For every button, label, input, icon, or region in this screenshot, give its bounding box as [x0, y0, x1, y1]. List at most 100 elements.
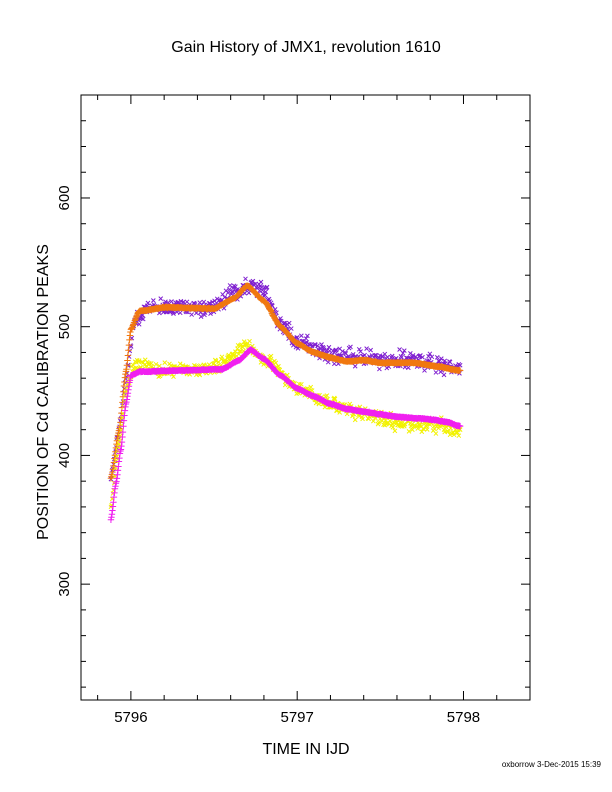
- tick-labels: 5796 5797 5798 300 400 500 600: [56, 185, 480, 726]
- data-point: [326, 344, 332, 350]
- x-tick-label: 5797: [280, 709, 313, 726]
- data-point: [390, 424, 396, 430]
- data-point: [219, 354, 225, 360]
- x-axis-label: TIME IN IJD: [262, 741, 349, 758]
- data-point: [433, 431, 439, 436]
- data-point: [125, 386, 132, 393]
- data-point: [281, 320, 287, 326]
- data-point: [304, 340, 310, 345]
- data-point: [288, 326, 294, 331]
- data-point: [456, 422, 464, 430]
- data-point: [294, 335, 300, 340]
- y-axis-label: POSITION OF Cd CALIBRATION PEAKS: [35, 244, 52, 540]
- data-point: [303, 336, 309, 341]
- data-point: [162, 360, 168, 365]
- data-point: [364, 346, 369, 351]
- data-point: [371, 418, 376, 424]
- data-point: [340, 348, 345, 354]
- data-point: [145, 300, 151, 306]
- data-point: [362, 352, 367, 358]
- data-point: [356, 346, 362, 352]
- data-point: [213, 358, 219, 364]
- data-point: [150, 298, 156, 303]
- data-point: [177, 310, 183, 316]
- data-point: [358, 349, 363, 354]
- data-point: [198, 314, 204, 320]
- data-point: [397, 347, 402, 352]
- data-point: [457, 362, 463, 368]
- y-tick-label: 500: [56, 314, 73, 339]
- data-point: [220, 291, 225, 297]
- data-point: [368, 347, 374, 353]
- data-point: [246, 290, 252, 296]
- data-point: [405, 365, 411, 371]
- data-point: [308, 384, 314, 390]
- data-point: [410, 427, 415, 433]
- data-point: [136, 321, 142, 327]
- data-point: [337, 410, 343, 415]
- data-point: [233, 284, 238, 289]
- data-point: [171, 374, 176, 380]
- data-point: [258, 279, 264, 285]
- data-point: [208, 311, 213, 316]
- data-point: [325, 359, 331, 365]
- data-point: [331, 361, 337, 367]
- data-point: [433, 370, 439, 375]
- data-point: [441, 372, 447, 378]
- y-tick-label: 300: [56, 572, 73, 597]
- data-point: [385, 354, 390, 360]
- data-point: [120, 423, 127, 430]
- data-point: [399, 354, 404, 360]
- data-point: [125, 346, 132, 354]
- data-point: [247, 338, 252, 344]
- data-point: [225, 290, 231, 296]
- data-point: [189, 312, 195, 317]
- data-point: [415, 426, 421, 431]
- data-point: [424, 427, 430, 432]
- series-1: [107, 282, 464, 482]
- data-point: [299, 333, 304, 339]
- data-point: [224, 359, 230, 364]
- data-point: [194, 310, 199, 316]
- y-tick-label: 400: [56, 443, 73, 468]
- data-point: [113, 458, 119, 464]
- data-point: [448, 425, 454, 431]
- data-point: [392, 428, 398, 434]
- data-point: [233, 349, 238, 354]
- data-point: [352, 363, 358, 369]
- data-point: [197, 372, 203, 378]
- data-point: [420, 354, 425, 360]
- chart-title: Gain History of JMX1, revolution 1610: [171, 39, 441, 56]
- data-point: [324, 393, 330, 398]
- x-tick-label: 5796: [114, 709, 147, 726]
- data-point: [309, 388, 315, 393]
- data-point: [136, 358, 142, 363]
- data-point: [263, 289, 269, 295]
- data-point: [443, 424, 449, 430]
- data-point: [360, 416, 365, 422]
- data-point: [333, 347, 339, 353]
- data-point: [237, 349, 242, 354]
- data-point: [377, 366, 382, 372]
- series-3: [107, 346, 464, 523]
- data-point: [427, 351, 433, 357]
- data-point: [207, 300, 213, 306]
- data-point: [119, 428, 127, 436]
- data-point: [456, 433, 462, 439]
- data-point: [286, 320, 292, 326]
- data-point: [406, 429, 412, 434]
- data-point: [400, 350, 406, 356]
- x-tick-label: 5798: [447, 709, 480, 726]
- data-point: [299, 381, 304, 387]
- data-point: [332, 396, 338, 402]
- data-point: [268, 353, 274, 359]
- data-point: [140, 316, 146, 322]
- data-point: [438, 356, 444, 362]
- data-point: [447, 359, 453, 365]
- axis-ticks: [81, 94, 530, 700]
- data-point: [347, 401, 353, 407]
- data-point: [456, 367, 464, 374]
- data-marks: [107, 276, 464, 523]
- data-point: [429, 354, 435, 360]
